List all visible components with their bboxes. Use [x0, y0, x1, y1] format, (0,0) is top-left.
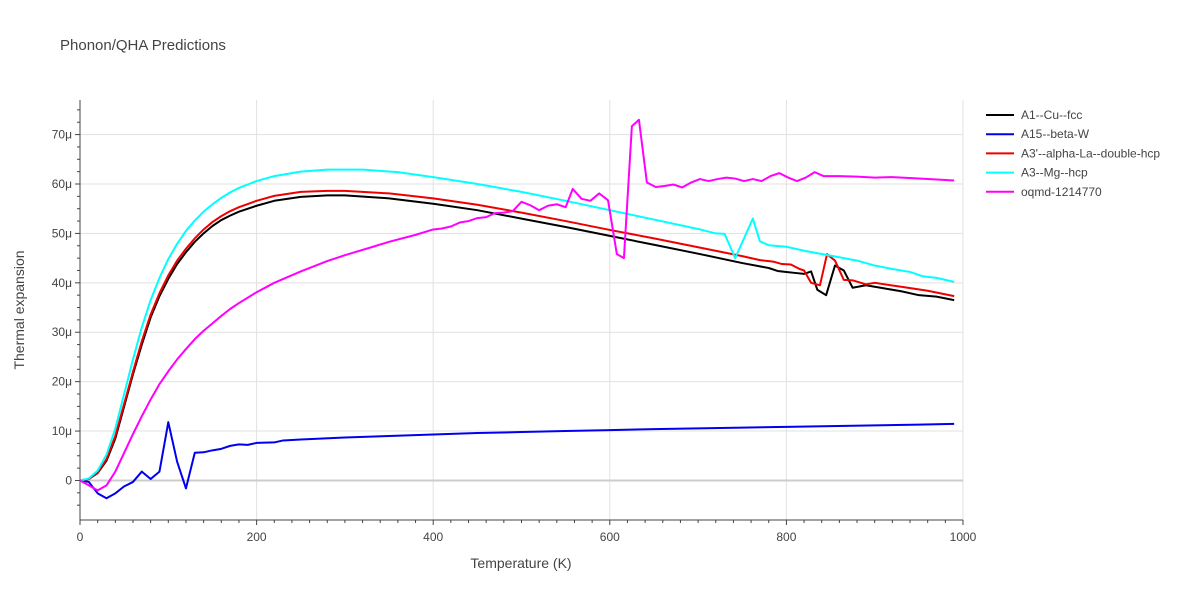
- grid: [80, 100, 964, 520]
- series-line-2: [79, 189, 955, 482]
- x-tick-label: 1000: [950, 530, 977, 544]
- y-tick-label: 40μ: [52, 276, 72, 290]
- series-line-1: [79, 421, 955, 500]
- x-tick-label: 400: [423, 530, 443, 544]
- y-tick-label: 30μ: [52, 325, 72, 339]
- x-tick-label: 0: [77, 530, 84, 544]
- y-tick-label: 60μ: [52, 177, 72, 191]
- legend-label-4: oqmd-1214770: [1021, 185, 1102, 199]
- x-axis-title: Temperature (K): [470, 555, 571, 571]
- legend-label-0: A1--Cu--fcc: [1021, 108, 1082, 122]
- legend-label-1: A15--beta-W: [1021, 127, 1090, 141]
- x-tick-label: 200: [247, 530, 267, 544]
- y-tick-label: 20μ: [52, 375, 72, 389]
- y-tick-label: 0: [65, 473, 72, 487]
- chart-title: Phonon/QHA Predictions: [60, 37, 226, 54]
- x-tick-label: 600: [600, 530, 620, 544]
- axes: 0 200 400 600 800 1000 0 10μ 20μ 30μ 40μ 50μ 60μ 70μ: [52, 100, 977, 544]
- y-tick-label: 10μ: [52, 424, 72, 438]
- series-line-3: [79, 168, 955, 482]
- series-group: [79, 118, 955, 500]
- legend: A1--Cu--fcc A15--beta-W A3'--alpha-La--dou…: [986, 108, 1160, 199]
- series-line-4: [79, 118, 955, 492]
- y-axis-title: Thermal expansion: [11, 250, 27, 369]
- legend-label-3: A3--Mg--hcp: [1021, 166, 1088, 180]
- x-tick-label: 800: [776, 530, 796, 544]
- series-line-0: [79, 194, 955, 482]
- legend-label-2: A3'--alpha-La--double-hcp: [1021, 146, 1160, 160]
- y-tick-label: 70μ: [52, 128, 72, 142]
- y-tick-label: 50μ: [52, 226, 72, 240]
